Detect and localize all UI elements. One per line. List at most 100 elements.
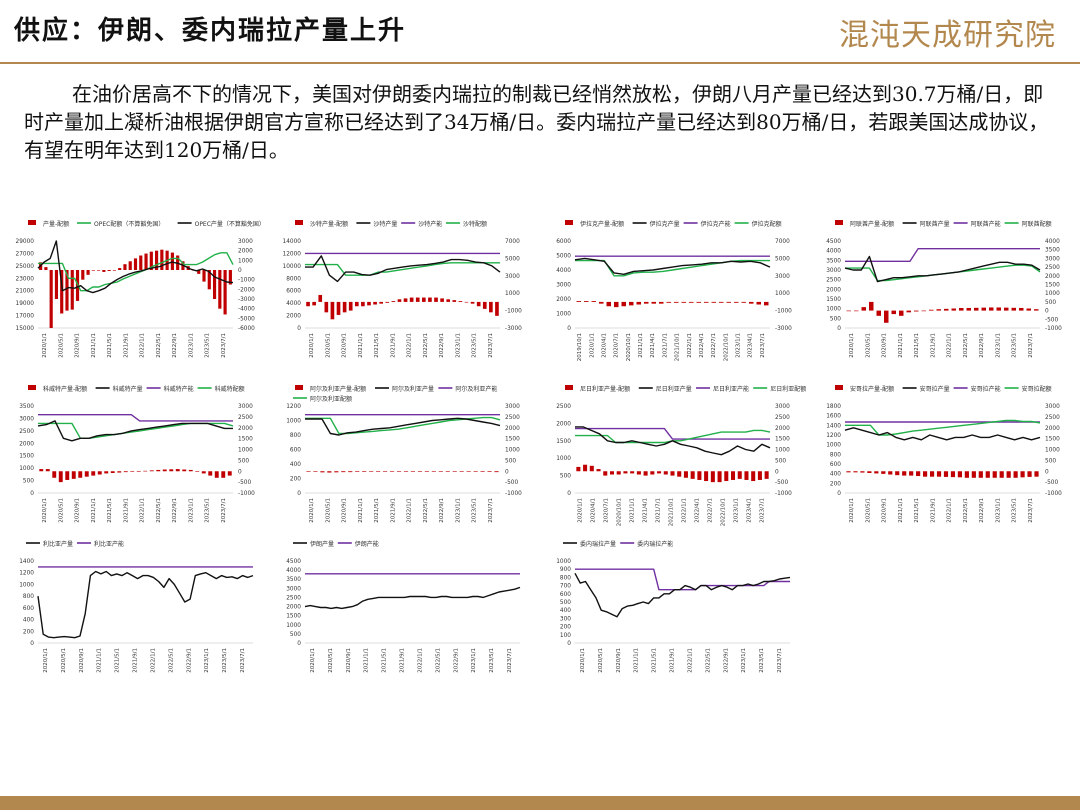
bar-mark bbox=[899, 310, 904, 316]
bar-mark bbox=[133, 258, 138, 270]
right-tick-label: -500 bbox=[1045, 317, 1058, 323]
right-tick-label: 1500 bbox=[238, 437, 253, 443]
left-tick-label: 2000 bbox=[286, 605, 301, 611]
left-tick-label: 500 bbox=[560, 474, 571, 480]
right-tick-label: 3500 bbox=[1045, 248, 1060, 254]
x-tick-label: 2021/9/1 bbox=[670, 648, 676, 673]
left-tick-label: 10000 bbox=[283, 264, 302, 270]
x-tick-label: 2023/5/1 bbox=[205, 498, 211, 523]
bar-mark bbox=[704, 471, 709, 482]
left-tick-label: 400 bbox=[23, 618, 34, 624]
x-tick-label: 2023/7/1 bbox=[760, 498, 766, 523]
x-tick-label: 2021/5/1 bbox=[374, 498, 380, 523]
bar-mark bbox=[644, 301, 649, 304]
bar-mark bbox=[49, 270, 53, 328]
left-tick-label: 500 bbox=[560, 600, 571, 606]
x-tick-label: 2020/1/1 bbox=[43, 648, 49, 673]
bar-mark bbox=[410, 471, 416, 472]
bar-mark bbox=[888, 471, 893, 475]
left-tick-label: 600 bbox=[830, 462, 841, 468]
legend-swatch bbox=[835, 385, 843, 390]
bar-mark bbox=[143, 470, 148, 472]
bar-mark bbox=[313, 471, 318, 472]
bar-mark bbox=[318, 294, 323, 302]
x-tick-label: 2020/9/1 bbox=[346, 648, 352, 673]
bar-mark bbox=[445, 471, 450, 472]
series-line bbox=[37, 420, 233, 442]
bar-mark bbox=[981, 307, 986, 311]
x-tick-label: 2020/9/1 bbox=[75, 333, 81, 358]
bar-mark bbox=[128, 261, 132, 270]
x-tick-label: 2020/7/1 bbox=[614, 333, 620, 358]
x-tick-label: 2021/10/1 bbox=[675, 333, 681, 361]
bar-mark bbox=[139, 255, 143, 270]
x-tick-label: 2020/1/1 bbox=[309, 333, 315, 358]
left-tick-label: 3000 bbox=[286, 586, 301, 592]
right-tick-label: 0 bbox=[775, 469, 779, 475]
x-tick-label: 2021/5/1 bbox=[382, 648, 388, 673]
x-tick-label: 2023/5/1 bbox=[205, 333, 211, 358]
x-tick-label: 2020/1/1 bbox=[580, 648, 586, 673]
bar-mark bbox=[734, 301, 739, 303]
bar-mark bbox=[959, 307, 964, 311]
x-tick-label: 2020/10/1 bbox=[617, 498, 623, 526]
bar-mark bbox=[576, 301, 581, 302]
chart-svg: 伊朗产量 伊朗产能 4500 4000 3500 3000 2500 2000 1500 1000… bbox=[286, 540, 521, 673]
bar-mark bbox=[182, 469, 187, 472]
x-tick-label: 2020/9/1 bbox=[75, 498, 81, 523]
bar-mark bbox=[91, 270, 95, 271]
x-tick-label: 2020/7/1 bbox=[604, 498, 610, 523]
x-tick-label: 2023/5/1 bbox=[222, 648, 228, 673]
bar-mark bbox=[916, 471, 921, 477]
left-tick-label: 900 bbox=[560, 567, 571, 573]
left-tick-label: 200 bbox=[23, 629, 34, 635]
left-tick-label: 6000 bbox=[286, 289, 301, 295]
x-tick-label: 2023/1/1 bbox=[204, 648, 210, 673]
x-tick-label: 2022/5/1 bbox=[435, 648, 441, 673]
left-tick-label: 4000 bbox=[826, 249, 841, 255]
bar-mark bbox=[367, 301, 371, 306]
x-tick-label: 2020/5/1 bbox=[58, 333, 64, 358]
left-tick-label: 0 bbox=[297, 326, 301, 332]
bar-mark bbox=[891, 310, 896, 315]
legend-label: 尼日利亚产能 bbox=[713, 385, 749, 393]
bar-mark bbox=[212, 270, 217, 299]
bar-mark bbox=[719, 301, 724, 303]
bar-mark bbox=[117, 471, 122, 473]
right-tick-label: -3000 bbox=[775, 326, 792, 332]
bar-mark bbox=[45, 469, 50, 472]
x-tick-label: 2021/5/1 bbox=[107, 498, 113, 523]
left-tick-label: 4000 bbox=[286, 568, 301, 574]
x-tick-label: 2022/1/1 bbox=[150, 648, 156, 673]
bar-mark bbox=[846, 471, 851, 473]
left-tick-label: 400 bbox=[290, 462, 301, 468]
x-tick-label: 2021/1/1 bbox=[364, 648, 370, 673]
bar-mark bbox=[65, 270, 69, 311]
x-tick-label: 2020/1/1 bbox=[849, 333, 855, 358]
bar-mark bbox=[487, 471, 492, 472]
bar-mark bbox=[921, 310, 926, 312]
bar-mark bbox=[630, 471, 635, 474]
bar-mark bbox=[944, 308, 949, 311]
bar-mark bbox=[342, 301, 347, 313]
bar-mark bbox=[643, 471, 648, 476]
bar-mark bbox=[663, 471, 668, 475]
right-tick-label: 1000 bbox=[1045, 291, 1060, 297]
bar-mark bbox=[636, 301, 641, 305]
x-tick-label: 2022/9/1 bbox=[439, 498, 445, 523]
bar-mark bbox=[576, 466, 581, 472]
bar-mark bbox=[144, 253, 148, 270]
legend-label: 沙特配额 bbox=[463, 220, 487, 228]
bar-mark bbox=[44, 267, 48, 270]
legend-label: 利比亚产量 bbox=[43, 540, 73, 548]
x-tick-label: 2020/1/1 bbox=[42, 333, 48, 358]
right-tick-label: 1000 bbox=[505, 291, 520, 297]
x-tick-label: 2022/5/1 bbox=[963, 333, 969, 358]
bar-mark bbox=[312, 301, 316, 306]
bar-mark bbox=[1004, 307, 1009, 311]
legend-label: 伊拉克产能 bbox=[701, 220, 731, 228]
x-tick-label: 2021/9/1 bbox=[390, 333, 396, 358]
bar-mark bbox=[369, 471, 374, 472]
x-tick-label: 2023/7/1 bbox=[488, 498, 494, 523]
right-tick-label: 3000 bbox=[775, 274, 790, 280]
